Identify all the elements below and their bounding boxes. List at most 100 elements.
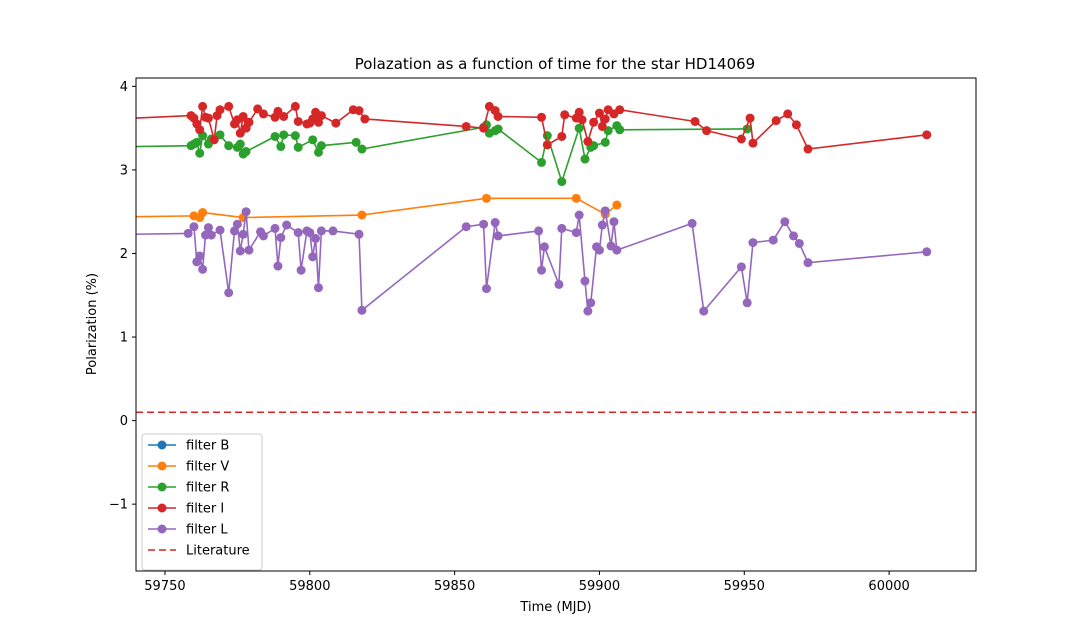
data-point	[594, 245, 604, 255]
y-tick-label: 0	[120, 414, 128, 429]
legend-label: filter R	[186, 481, 229, 496]
data-point	[198, 264, 208, 274]
data-point	[215, 105, 225, 115]
data-point	[305, 228, 315, 238]
legend-marker	[157, 482, 167, 492]
data-point	[328, 226, 338, 236]
data-point	[279, 111, 289, 121]
series-filter-l	[136, 206, 932, 316]
y-axis-label: Polarization (%)	[85, 273, 100, 375]
data-point	[615, 105, 625, 115]
x-axis: 59750 59800 59850 59900 59950 60000	[144, 571, 910, 594]
legend-marker	[157, 461, 167, 471]
data-point	[615, 125, 625, 135]
data-point	[789, 231, 799, 241]
series-filter-v	[136, 193, 622, 223]
data-point	[609, 217, 619, 227]
data-point	[461, 222, 471, 232]
data-point	[600, 114, 610, 124]
data-point	[224, 288, 234, 298]
data-point	[313, 283, 323, 293]
data-point	[922, 130, 932, 140]
data-point	[554, 279, 564, 289]
data-point	[290, 101, 300, 111]
data-point	[183, 228, 193, 238]
x-tick-label: 59800	[289, 579, 330, 594]
legend-item: filter V	[148, 460, 229, 475]
data-point	[745, 113, 755, 123]
data-point	[224, 141, 234, 151]
chart-title: Polazation as a function of time for the…	[355, 55, 755, 73]
data-point	[316, 111, 326, 121]
data-point	[580, 276, 590, 286]
data-point	[493, 231, 503, 241]
data-point	[238, 229, 248, 239]
x-tick-label: 60000	[868, 579, 909, 594]
data-point	[768, 235, 778, 245]
data-point	[493, 124, 503, 134]
x-tick-label: 59950	[724, 579, 765, 594]
data-point	[293, 228, 303, 238]
legend-item: filter B	[148, 439, 229, 454]
data-point	[493, 111, 503, 121]
data-point	[537, 112, 547, 122]
data-point	[316, 141, 326, 151]
legend-label: filter I	[186, 502, 224, 517]
data-point	[771, 116, 781, 126]
legend-box	[141, 433, 263, 571]
data-point	[282, 220, 292, 230]
data-point	[357, 210, 367, 220]
data-point	[195, 251, 205, 261]
data-point	[203, 113, 213, 123]
data-point	[780, 217, 790, 227]
data-point	[209, 135, 219, 145]
legend-item: filter I	[148, 502, 224, 517]
legend-label: filter V	[186, 460, 229, 475]
data-point	[357, 305, 367, 315]
legend-marker	[157, 524, 167, 534]
data-point	[276, 142, 286, 152]
data-point	[308, 135, 318, 145]
data-point	[270, 131, 280, 141]
y-tick-label: 3	[120, 163, 128, 178]
data-point	[189, 222, 199, 232]
data-point	[600, 137, 610, 147]
x-axis-label: Time (MJD)	[519, 600, 591, 615]
data-point	[360, 114, 370, 124]
data-point	[244, 117, 254, 127]
data-point	[537, 265, 547, 275]
data-point	[481, 284, 491, 294]
data-point	[699, 306, 709, 316]
data-point	[577, 115, 587, 125]
y-tick-label: −1	[109, 498, 128, 513]
data-point	[748, 238, 758, 248]
data-point	[290, 131, 300, 141]
legend-label: filter L	[186, 523, 228, 538]
data-point	[232, 219, 242, 229]
data-point	[241, 207, 251, 217]
data-point	[612, 245, 622, 255]
data-point	[594, 108, 604, 118]
y-tick-label: 2	[120, 247, 128, 262]
data-point	[279, 130, 289, 140]
data-point	[195, 148, 205, 158]
data-point	[354, 229, 364, 239]
data-point	[736, 134, 746, 144]
data-point	[331, 118, 341, 128]
legend-label: Literature	[186, 544, 250, 559]
data-point	[293, 142, 303, 152]
data-point	[803, 258, 813, 268]
data-point	[583, 306, 593, 316]
series-filter-i	[136, 101, 932, 154]
data-point	[560, 110, 570, 120]
data-point	[354, 106, 364, 116]
data-point	[224, 101, 234, 111]
data-point	[574, 107, 584, 117]
y-tick-label: 1	[120, 331, 128, 346]
data-point	[195, 125, 205, 135]
data-point	[736, 262, 746, 272]
data-point	[308, 252, 318, 262]
legend: filter B filter V filter R filter I filter L…	[141, 433, 263, 571]
data-point	[571, 193, 581, 203]
